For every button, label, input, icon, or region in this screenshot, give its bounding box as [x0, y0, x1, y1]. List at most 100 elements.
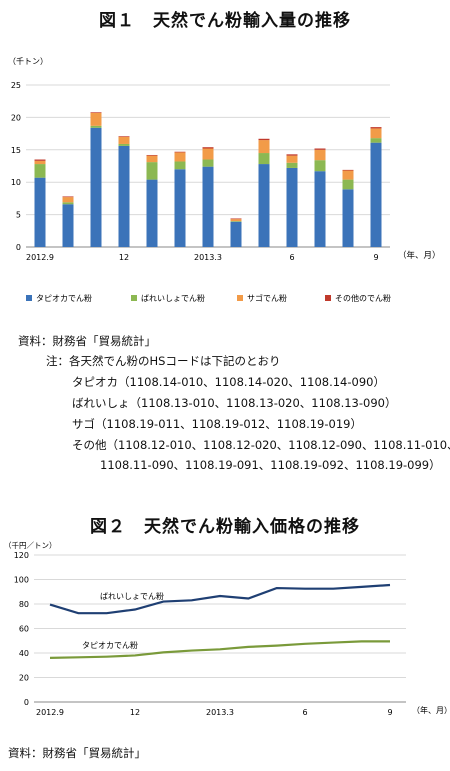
bar-segment	[118, 143, 130, 146]
bar-segment	[230, 218, 242, 220]
fig1-title: 図１ 天然でん粉輸入量の推移	[99, 11, 351, 31]
legend-label: タピオカでん粉	[36, 293, 92, 303]
import-price-chart: （千円／トン） 0 20 40 60 80 100 120 2012.9 12 2013.3 6 9 （年…	[4, 540, 450, 717]
y-tick-label: 100	[14, 576, 29, 585]
x-tick-label: 2013.3	[206, 708, 234, 717]
y-tick-label: 10	[11, 178, 21, 187]
bar-segment	[258, 153, 270, 165]
x-tick-label: 12	[130, 708, 140, 717]
bar-segment	[202, 147, 214, 149]
x-tick-label: 6	[289, 253, 294, 262]
bar-segment	[258, 164, 270, 247]
bar-segment	[286, 167, 298, 247]
bar-segment	[34, 164, 46, 178]
bar-segment	[370, 138, 382, 143]
fig1-note-other: その他（1108.12-010、1108.12-020、1108.12-090、…	[72, 438, 450, 452]
bar-segment	[118, 145, 130, 247]
legend-label: その他のでん粉	[335, 293, 391, 303]
bar-segment	[62, 197, 74, 203]
legend-label: ばれいしょでん粉	[141, 293, 205, 303]
fig1-note-heading: 注：各天然でん粉のHSコードは下記のとおり	[46, 354, 281, 368]
bar-segment	[342, 179, 354, 190]
bar-segment	[314, 160, 326, 172]
y-tick-label: 120	[14, 551, 29, 560]
x-tick-label: 9	[373, 253, 378, 262]
series-label: タピオカでん粉	[82, 640, 138, 650]
x-tick-label: 12	[119, 253, 129, 262]
y-tick-label: 15	[11, 146, 21, 155]
fig1-note-potato: ばれいしょ（1108.13-010、1108.13-020、1108.13-09…	[72, 396, 397, 410]
bar-segment	[314, 148, 326, 150]
x-axis-unit: （年、月）	[398, 250, 441, 261]
bar-segment	[174, 152, 186, 162]
import-volume-chart: （千トン） 0 5 10 15 20 25 2012.9 12 2013.3 6 9 （年、月） タピオカ…	[8, 56, 441, 303]
y-tick-label: 25	[11, 81, 21, 90]
bar-segment	[174, 151, 186, 153]
bar-segment	[146, 179, 158, 247]
series-line	[49, 583, 391, 615]
bar-segment	[230, 219, 242, 222]
bar-segment	[62, 196, 74, 198]
bar-segment	[174, 169, 186, 247]
fig1-note-sago: サゴ（1108.19-011、1108.19-012、1108.19-019）	[72, 417, 362, 431]
bar-segment	[230, 221, 242, 222]
bar-segment	[286, 162, 298, 168]
y-tick-label: 80	[19, 600, 29, 609]
fig1-source: 資料：財務省「貿易統計」	[18, 334, 156, 348]
bar-segment	[34, 177, 46, 247]
bar-segment	[202, 166, 214, 247]
bar-segment	[370, 142, 382, 247]
x-axis-unit: （年、月）	[412, 705, 450, 715]
y-tick-label: 60	[19, 625, 29, 634]
bar-segment	[370, 127, 382, 129]
bar-segment	[258, 140, 270, 154]
x-tick-label: 2013.3	[194, 253, 222, 262]
fig2-source: 資料：財務省「貿易統計」	[8, 746, 146, 760]
bar-segment	[202, 159, 214, 167]
legend-swatch	[237, 295, 243, 301]
y-tick-label: 40	[19, 649, 29, 658]
bar-segment	[90, 127, 102, 247]
bar-segment	[118, 136, 130, 144]
bar-segment	[286, 155, 298, 163]
bar-segment	[118, 136, 130, 137]
y-axis-unit: （千円／トン）	[4, 540, 57, 550]
bar-segment	[34, 159, 46, 161]
legend-swatch	[131, 295, 137, 301]
x-tick-label: 2012.9	[26, 253, 54, 262]
y-tick-label: 0	[24, 698, 29, 707]
legend-swatch	[325, 295, 331, 301]
y-tick-label: 20	[11, 113, 21, 122]
fig1-note-other-cont: 1108.11-090、1108.19-091、1108.19-092、1108…	[100, 458, 441, 472]
bar-segment	[146, 162, 158, 180]
series-line	[49, 640, 390, 659]
y-tick-label: 5	[16, 211, 21, 220]
series-label: ばれいしょでん粉	[100, 591, 164, 601]
bar-segment	[62, 204, 74, 247]
bar-segment	[258, 138, 270, 141]
bar-segment	[314, 171, 326, 247]
bar-segment	[90, 112, 102, 113]
bar-segment	[146, 155, 158, 163]
bar-segment	[342, 189, 354, 247]
y-tick-label: 0	[16, 243, 21, 252]
bar-segment	[342, 169, 354, 171]
bar-segment	[230, 221, 242, 247]
bar-segment	[202, 148, 214, 160]
bar-segment	[62, 202, 74, 205]
bar-segment	[90, 125, 102, 128]
bar-segment	[286, 154, 298, 156]
y-axis-unit: （千トン）	[8, 56, 48, 66]
bar-segment	[314, 149, 326, 161]
bar-segment	[90, 112, 102, 126]
bar-segment	[370, 128, 382, 139]
x-tick-label: 9	[387, 708, 392, 717]
bar-segment	[174, 161, 186, 170]
y-tick-label: 20	[19, 674, 29, 683]
fig1-note-tapioca: タピオカ（1108.14-010、1108.14-020、1108.14-090…	[72, 375, 385, 389]
bar-segment	[342, 170, 354, 180]
x-tick-label: 6	[302, 708, 307, 717]
legend-label: サゴでん粉	[247, 293, 287, 303]
bar-segment	[146, 154, 158, 156]
bar-segment	[34, 160, 46, 165]
